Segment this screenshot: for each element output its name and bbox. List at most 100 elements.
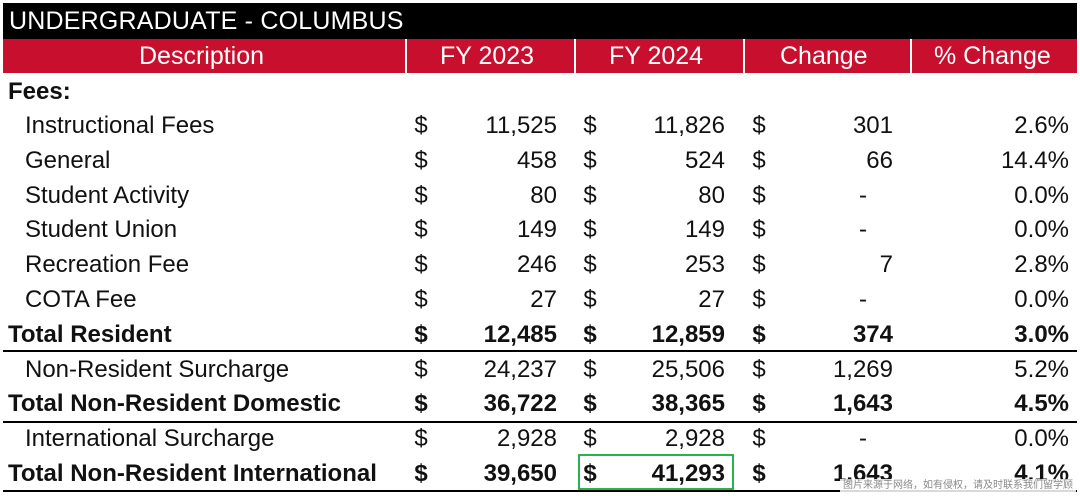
row-label: General bbox=[25, 147, 111, 174]
table-row: Student Activity $80 $80 $ - 0.0% bbox=[3, 179, 1077, 213]
pct-change-value: 0.0% bbox=[1014, 182, 1069, 209]
change-value: - bbox=[859, 425, 867, 452]
highlight-box-fy2024-total-international bbox=[578, 454, 734, 490]
table-row: Instructional Fees $11,525 $11,826 $301 2.6% bbox=[3, 109, 1077, 143]
currency-symbol: $ bbox=[583, 356, 597, 383]
table-row: Non-Resident Surcharge $24,237 $25,506 $1,2… bbox=[3, 353, 1077, 387]
change-value: 374 bbox=[852, 321, 893, 348]
currency-symbol: $ bbox=[583, 112, 597, 139]
currency-symbol: $ bbox=[752, 182, 766, 209]
row-label: Total Resident bbox=[8, 321, 172, 348]
currency-symbol: $ bbox=[414, 182, 428, 209]
fy2024-value: 149 bbox=[684, 216, 725, 243]
header-description: Description bbox=[139, 42, 265, 70]
currency-symbol: $ bbox=[752, 112, 766, 139]
header-divider bbox=[405, 39, 407, 73]
currency-symbol: $ bbox=[414, 321, 428, 348]
section-row-fees: Fees: bbox=[3, 75, 1077, 109]
column-header-row: Description FY 2023 FY 2024 Change % Cha… bbox=[3, 39, 1077, 73]
currency-symbol: $ bbox=[414, 286, 428, 313]
row-label: International Surcharge bbox=[25, 425, 275, 452]
table-row: Total Non-Resident Domestic $36,722 $38,36… bbox=[3, 387, 1077, 421]
section-label: Fees: bbox=[8, 78, 71, 105]
row-separator bbox=[3, 490, 1077, 492]
row-label: COTA Fee bbox=[25, 286, 137, 313]
table-row: International Surcharge $2,928 $2,928 $ - 0.0… bbox=[3, 422, 1077, 456]
row-label: Non-Resident Surcharge bbox=[25, 356, 290, 383]
table-row: General $458 $524 $66 14.4% bbox=[3, 144, 1077, 178]
fy2023-value: 12,485 bbox=[483, 321, 557, 348]
header-fy2023: FY 2023 bbox=[440, 42, 535, 70]
currency-symbol: $ bbox=[752, 286, 766, 313]
watermark-text: 图片来源于网络，如有侵权，请及时联系我们留学顾 bbox=[840, 479, 1076, 492]
currency-symbol: $ bbox=[752, 460, 766, 487]
currency-symbol: $ bbox=[583, 390, 597, 417]
header-divider bbox=[574, 39, 576, 73]
pct-change-value: 3.0% bbox=[1014, 321, 1069, 348]
header-divider bbox=[910, 39, 912, 73]
currency-symbol: $ bbox=[414, 251, 428, 278]
currency-symbol: $ bbox=[414, 425, 428, 452]
fy2024-value: 27 bbox=[698, 286, 725, 313]
pct-change-value: 0.0% bbox=[1014, 216, 1069, 243]
fy2023-value: 24,237 bbox=[483, 356, 557, 383]
currency-symbol: $ bbox=[414, 390, 428, 417]
change-value: 1,269 bbox=[832, 356, 893, 383]
currency-symbol: $ bbox=[583, 147, 597, 174]
change-value: 1,643 bbox=[832, 390, 893, 417]
fy2024-value: 38,365 bbox=[651, 390, 725, 417]
header-change: Change bbox=[780, 42, 868, 70]
table-row: Student Union $149 $149 $ - 0.0% bbox=[3, 213, 1077, 247]
fy2023-value: 27 bbox=[530, 286, 557, 313]
row-separator bbox=[3, 421, 1077, 423]
table-title-banner: UNDERGRADUATE - COLUMBUS bbox=[3, 3, 1077, 39]
pct-change-value: 2.8% bbox=[1014, 251, 1069, 278]
pct-change-value: 14.4% bbox=[1000, 147, 1069, 174]
pct-change-value: 2.6% bbox=[1014, 112, 1069, 139]
header-divider bbox=[743, 39, 745, 73]
row-separator bbox=[3, 350, 1077, 352]
currency-symbol: $ bbox=[414, 216, 428, 243]
header-fy2024: FY 2024 bbox=[609, 42, 704, 70]
fy2024-value: 12,859 bbox=[651, 321, 725, 348]
change-value: 7 bbox=[879, 251, 893, 278]
currency-symbol: $ bbox=[752, 356, 766, 383]
pct-change-value: 0.0% bbox=[1014, 425, 1069, 452]
pct-change-value: 4.5% bbox=[1014, 390, 1069, 417]
currency-symbol: $ bbox=[752, 216, 766, 243]
change-value: - bbox=[859, 286, 867, 313]
fy2023-value: 458 bbox=[516, 147, 557, 174]
currency-symbol: $ bbox=[583, 182, 597, 209]
fy2024-value: 2,928 bbox=[664, 425, 725, 452]
currency-symbol: $ bbox=[583, 286, 597, 313]
currency-symbol: $ bbox=[752, 147, 766, 174]
currency-symbol: $ bbox=[752, 425, 766, 452]
fy2024-value: 80 bbox=[698, 182, 725, 209]
row-label: Total Non-Resident Domestic bbox=[8, 390, 341, 417]
fy2023-value: 11,525 bbox=[485, 112, 557, 139]
fy2024-value: 524 bbox=[684, 147, 725, 174]
fy2023-value: 149 bbox=[516, 216, 557, 243]
currency-symbol: $ bbox=[752, 390, 766, 417]
currency-symbol: $ bbox=[583, 321, 597, 348]
table-row: Total Resident $12,485 $12,859 $374 3.0% bbox=[3, 318, 1077, 352]
row-label: Recreation Fee bbox=[25, 251, 190, 278]
row-label: Student Activity bbox=[25, 182, 190, 209]
fy2023-value: 36,722 bbox=[483, 390, 557, 417]
pct-change-value: 0.0% bbox=[1014, 286, 1069, 313]
currency-symbol: $ bbox=[414, 112, 428, 139]
change-value: - bbox=[859, 182, 867, 209]
currency-symbol: $ bbox=[414, 460, 428, 487]
row-label: Student Union bbox=[25, 216, 178, 243]
header-pct-change: % Change bbox=[934, 42, 1051, 70]
table-row: COTA Fee $27 $27 $ - 0.0% bbox=[3, 283, 1077, 317]
currency-symbol: $ bbox=[752, 321, 766, 348]
currency-symbol: $ bbox=[414, 147, 428, 174]
row-label: Instructional Fees bbox=[25, 112, 215, 139]
fy2024-value: 41,293 bbox=[651, 460, 725, 487]
currency-symbol: $ bbox=[583, 251, 597, 278]
change-value: 66 bbox=[866, 147, 893, 174]
table-row: Recreation Fee $246 $253 $7 2.8% bbox=[3, 248, 1077, 282]
row-label: Total Non-Resident International bbox=[8, 460, 377, 487]
currency-symbol: $ bbox=[583, 216, 597, 243]
